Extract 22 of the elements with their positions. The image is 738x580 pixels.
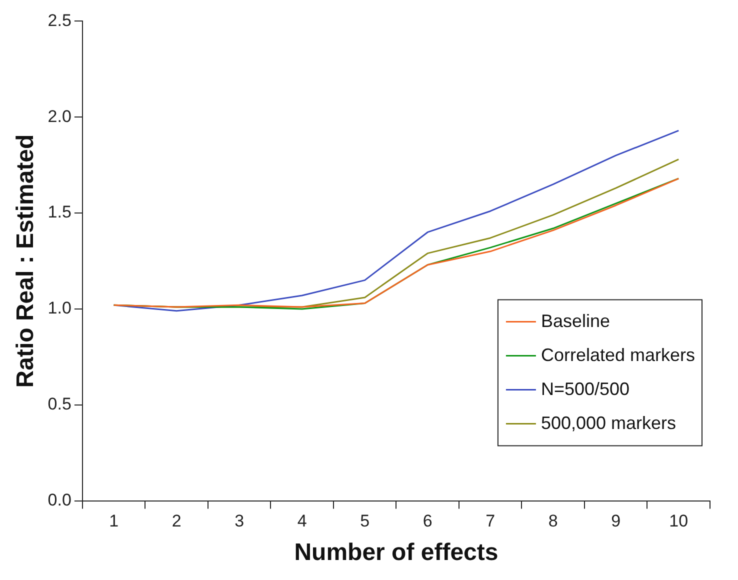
x-tick-label: 8	[548, 512, 558, 531]
y-tick-label: 0.0	[48, 490, 72, 510]
legend-label: N=500/500	[540, 378, 630, 399]
x-axis-title: Number of effects	[294, 539, 498, 566]
x-tick-label: 4	[297, 512, 307, 531]
y-tick-label: 1.0	[48, 298, 72, 318]
x-tick-label: 6	[422, 512, 432, 531]
x-tick-label: 10	[669, 512, 688, 531]
legend-label: 500,000 markers	[540, 412, 676, 433]
y-axis-title: Ratio Real : Estimated	[12, 134, 40, 388]
x-tick-label: 7	[486, 512, 496, 531]
legend-label: Correlated markers	[540, 344, 695, 365]
x-tick-label: 3	[234, 512, 244, 531]
y-tick-label: 2.5	[48, 10, 72, 30]
x-tick-label: 9	[611, 512, 621, 531]
x-tick-label: 2	[172, 512, 182, 531]
y-tick-label: 2.0	[48, 106, 72, 126]
y-tick-label: 0.5	[48, 394, 72, 414]
x-tick-label: 1	[109, 512, 119, 531]
legend-label: Baseline	[540, 310, 610, 331]
y-tick-label: 1.5	[48, 202, 72, 222]
x-tick-label: 5	[360, 512, 370, 531]
